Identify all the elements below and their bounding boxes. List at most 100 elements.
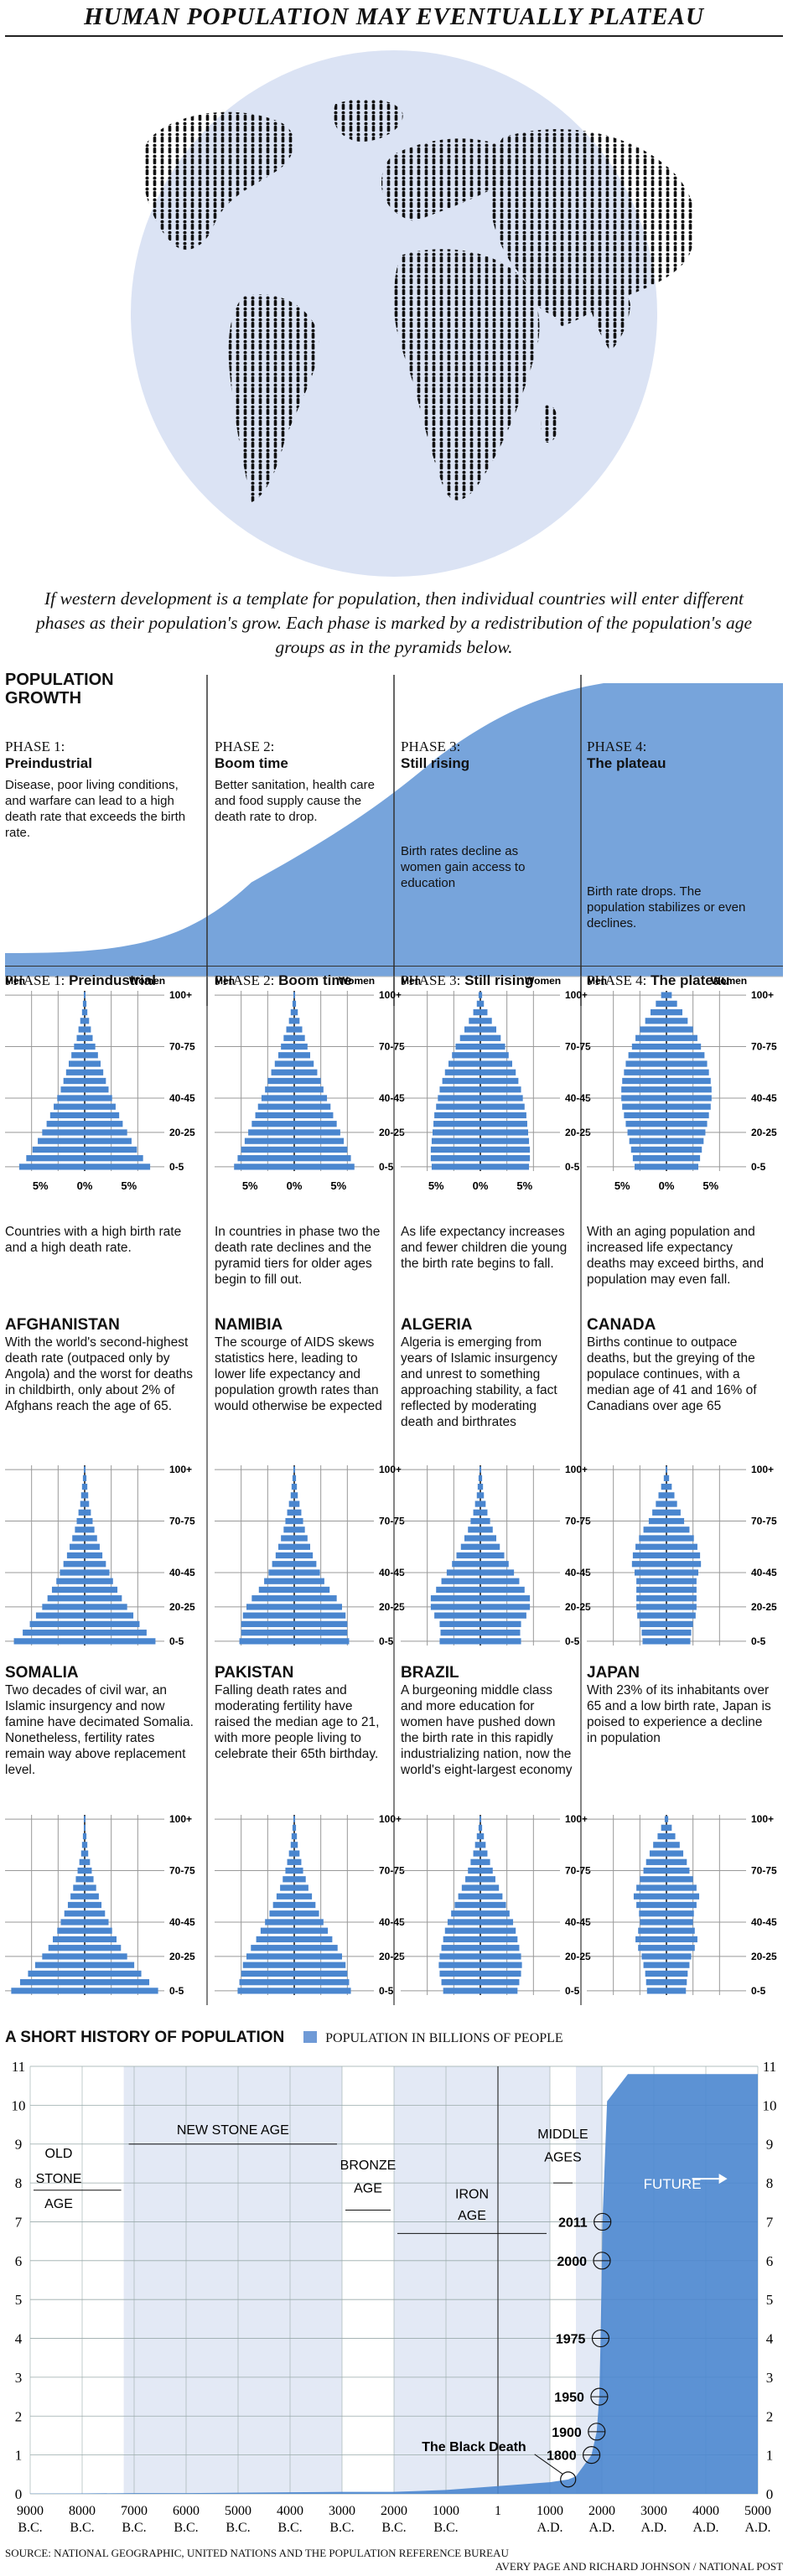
pyramid-bar	[439, 1086, 521, 1093]
pyramid-phase-4-the-plateau: 100+ 70-75 40-45 20-25 0-5 Men Women 5% 0% 5%	[587, 975, 777, 1192]
pyramid-age-label: 20-25	[751, 1601, 777, 1613]
pyramid-age-label: 100+	[565, 989, 588, 1001]
pyramid-bar	[77, 1867, 92, 1874]
pyramid-bar	[241, 1630, 348, 1636]
pyramid-bar	[67, 1901, 102, 1909]
pyramid-bar	[657, 1832, 676, 1840]
pyramid-bar	[251, 1595, 337, 1602]
history-xtick-label: 2000	[588, 2504, 615, 2518]
pyramid-bar	[627, 1129, 706, 1136]
country-afghanistan: AFGHANISTAN With the world's second-high…	[5, 1316, 194, 1414]
black-death-label: The Black Death	[422, 2440, 526, 2454]
pyramid-age-label: 40-45	[379, 1092, 405, 1104]
country-pakistan: PAKISTAN Falling death rates and moderat…	[215, 1664, 386, 1762]
pyramid-bar	[649, 1850, 684, 1857]
pyramid-age-label: 70-75	[169, 1516, 195, 1527]
history-ytick-left: 0	[15, 2486, 23, 2502]
history-ytick-right: 3	[766, 2370, 774, 2386]
history-ytick-right: 11	[763, 2059, 776, 2075]
history-ytick-right: 9	[766, 2137, 774, 2153]
pyramid-bar	[274, 1060, 314, 1067]
pyramid-bar	[651, 1008, 682, 1016]
pyramid-bar	[237, 1155, 351, 1162]
pyr-phase-4-desc: With an aging population and increased l…	[587, 1225, 765, 1287]
pyramid-bar	[54, 1103, 116, 1110]
pyramid-bar	[479, 1816, 482, 1822]
legend-label: POPULATION IN BILLIONS OF PEOPLE	[325, 2031, 563, 2045]
history-xtick-label: B.C.	[381, 2521, 406, 2535]
pyramid-bar	[643, 1867, 690, 1874]
pyramid-bar	[239, 1638, 350, 1645]
pyramid-age-label: 40-45	[751, 1916, 777, 1928]
pyramid-bar	[47, 1595, 122, 1602]
pyramid-bar	[256, 1936, 333, 1943]
pyramid-bar	[293, 1816, 296, 1822]
pyramid-pakistan: 100+ 70-75 40-45 20-25 0-5	[215, 1813, 405, 1997]
pyramid-bar	[443, 1988, 518, 1994]
pyramid-bar	[66, 1552, 103, 1559]
pyramid-bar	[625, 1060, 708, 1067]
pyramid-bar	[265, 1086, 324, 1093]
pyramid-women-label: Women	[711, 975, 747, 987]
pyramid-bar	[477, 1483, 484, 1490]
pyramid-bar	[638, 1945, 695, 1951]
pyramid-bar	[64, 1910, 106, 1917]
pyramid-bar	[474, 1842, 486, 1848]
country-brazil-name: BRAZIL	[401, 1664, 459, 1682]
pyramid-age-label: 20-25	[565, 1951, 591, 1962]
pyramid-bar	[441, 1945, 520, 1951]
pyramid-bar	[645, 1018, 688, 1024]
growth-phase-2-desc: Better sanitation, health care and food …	[215, 778, 375, 824]
pyr-phase-1-name: Preindustrial	[69, 972, 156, 988]
pyramid-xtick-label: 5%	[330, 1179, 346, 1192]
pyramid-bar	[476, 1492, 485, 1499]
pyramid-bar	[625, 1121, 708, 1127]
pyramid-bar	[286, 1026, 303, 1033]
pyramid-bar	[645, 1979, 687, 1986]
history-ytick-right: 5	[766, 2292, 774, 2308]
pyramid-bar	[83, 1466, 86, 1473]
globe-illustration	[131, 50, 696, 577]
pyramid-bar	[440, 1630, 521, 1636]
pyramid-bar	[658, 1492, 675, 1499]
year-point-label: 2011	[558, 2216, 588, 2230]
history-xtick-label: 1	[495, 2504, 501, 2518]
pyramid-bar	[23, 1630, 147, 1636]
country-algeria: ALGERIA Algeria is emerging from years o…	[401, 1316, 573, 1430]
pyramid-age-label: 100+	[751, 989, 774, 1001]
pyramid-men-label: Men	[215, 975, 235, 987]
growth-phase-3-name: Still rising	[401, 755, 470, 771]
pyramid-bar	[81, 1842, 88, 1848]
pyramid-age-label: 20-25	[379, 1601, 405, 1613]
pyramid-bar	[258, 1586, 330, 1594]
pyramid-bar	[53, 1936, 117, 1943]
pyramid-bar	[661, 1483, 672, 1490]
history-ytick-right: 10	[763, 2097, 777, 2113]
pyramid-bar	[49, 1112, 120, 1119]
pyr-phase-4-label: PHASE 4:	[587, 972, 647, 988]
pyramid-xtick-label: 5%	[242, 1179, 258, 1192]
pyramid-bar	[281, 1535, 308, 1542]
pyramid-bar	[458, 1893, 503, 1900]
black-death-leader	[534, 2454, 563, 2475]
pyramid-bar	[13, 1638, 156, 1645]
pyramid-phase-2-boom-time: 100+ 70-75 40-45 20-25 0-5 Men Women 5% 0% 5%	[215, 975, 405, 1192]
pyramid-bar	[640, 1620, 693, 1628]
pyramid-bar	[478, 992, 483, 998]
history-ytick-left: 9	[15, 2137, 23, 2153]
pyramid-bar	[430, 1146, 531, 1153]
pyramid-bar	[76, 1517, 93, 1525]
pyramid-bar	[639, 1535, 694, 1542]
pyramid-men-label: Men	[587, 975, 607, 987]
pyramid-bar	[269, 1910, 319, 1917]
pyramid-bar	[292, 1000, 297, 1007]
growth-phase-4-desc: Birth rate drops. The population stabili…	[587, 884, 746, 930]
pyramid-bar	[293, 1466, 296, 1473]
history-ytick-left: 3	[15, 2370, 23, 2386]
pyramid-age-label: 0-5	[565, 1985, 580, 1997]
pyramid-bar	[278, 1052, 310, 1059]
pyramid-bar	[632, 1552, 701, 1559]
pyramid-bar	[70, 1543, 100, 1550]
growth-phase-3-label: PHASE 3:	[401, 739, 461, 754]
